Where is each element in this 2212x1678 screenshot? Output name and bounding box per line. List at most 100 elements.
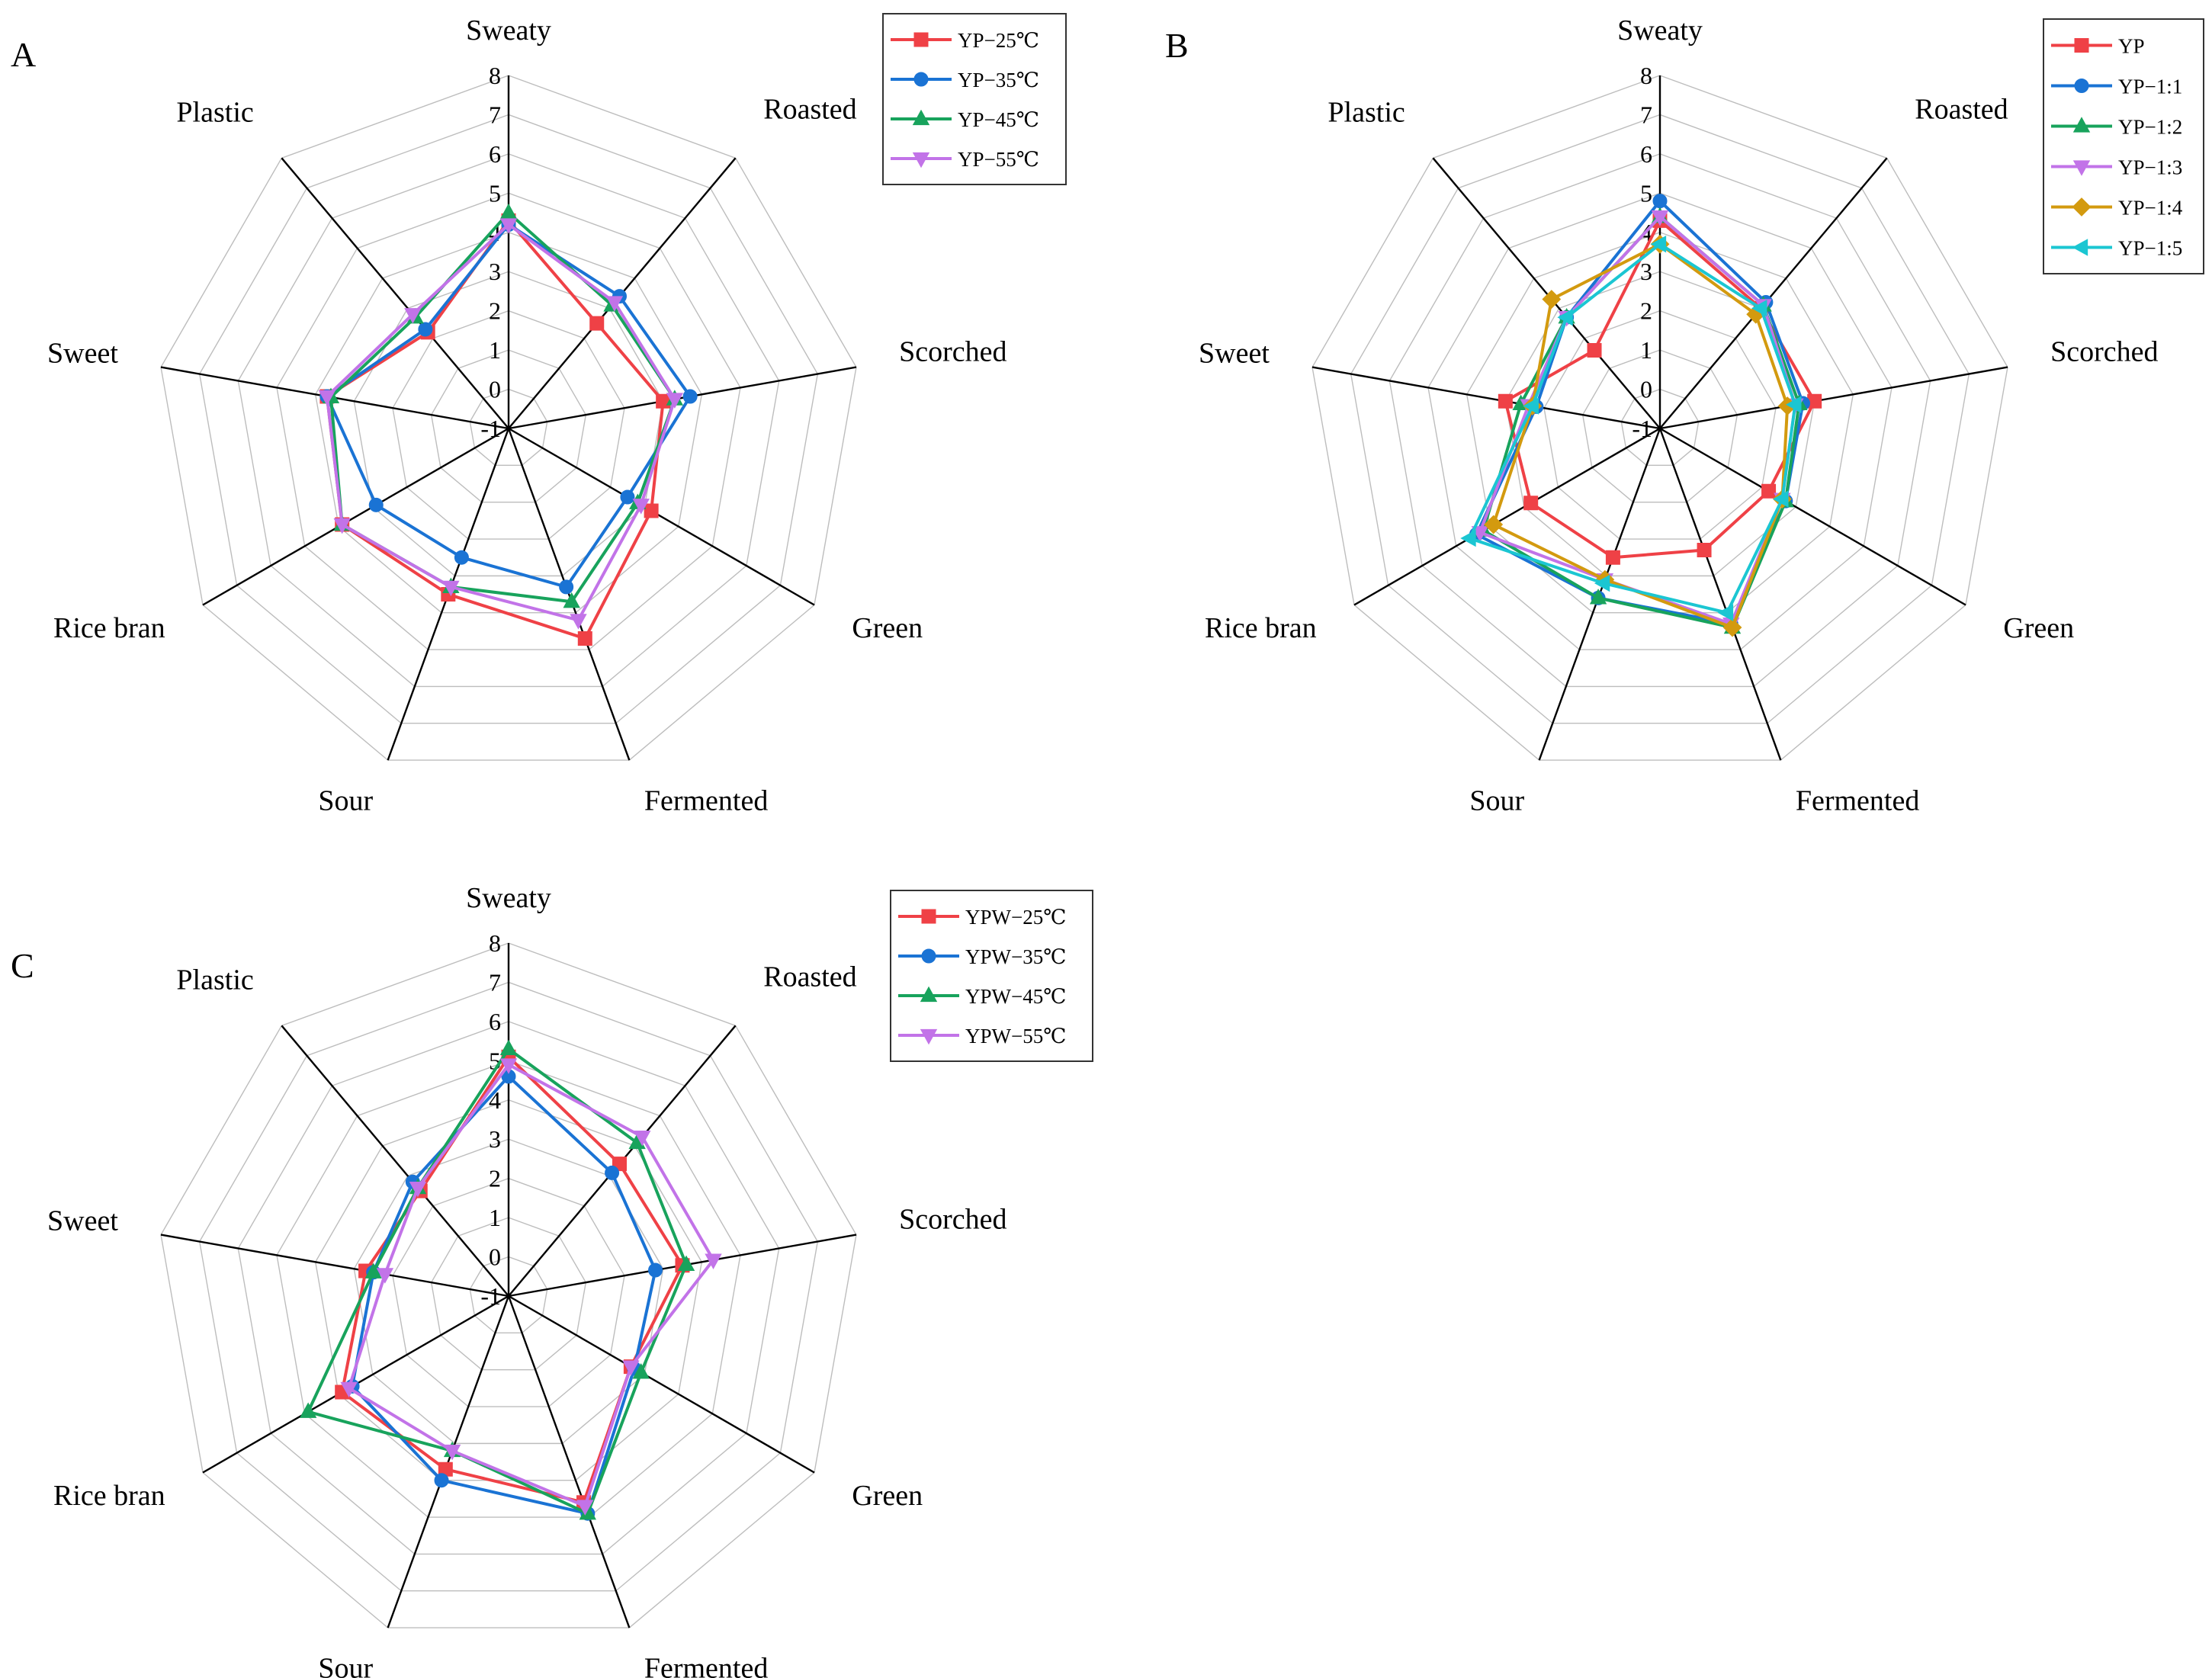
data-point-sweet xyxy=(318,390,336,406)
legend: YPW−25℃ YPW−35℃ YPW−45℃ YPW−55℃ xyxy=(890,890,1093,1062)
data-point-scorched xyxy=(656,393,671,409)
tick-label: 0 xyxy=(1640,376,1652,403)
axis-label-sweaty: Sweaty xyxy=(466,882,551,914)
data-point-sour xyxy=(443,1444,461,1461)
axis-spoke-roasted xyxy=(1659,157,1888,429)
tick-label: 5 xyxy=(1640,179,1652,207)
axis-label-sweet: Sweet xyxy=(47,338,118,370)
tick-label: 8 xyxy=(489,62,501,89)
axis-label-roasted: Roasted xyxy=(1915,94,2008,126)
grid-ring xyxy=(392,310,625,540)
tick-label: 6 xyxy=(489,1008,501,1035)
data-point-sour xyxy=(454,550,469,565)
data-point-sour xyxy=(438,1461,453,1477)
legend-entry: YPW−55℃ xyxy=(898,1025,1066,1048)
axis-label-sour: Sour xyxy=(318,1653,373,1678)
grid-ring xyxy=(276,192,741,650)
tick-label: 2 xyxy=(489,297,501,325)
data-point-green xyxy=(632,1363,650,1379)
legend-entry: YPW−35℃ xyxy=(898,945,1066,968)
axis-spoke-green xyxy=(1659,427,1966,606)
series-yp-55 xyxy=(318,218,684,630)
axis-spoke-fermented xyxy=(507,1295,631,1628)
legend-label: YP−55℃ xyxy=(958,148,1039,171)
legend-marker xyxy=(2072,160,2091,176)
legend-label: YP−1:1 xyxy=(2118,75,2182,98)
legend-marker xyxy=(2074,79,2089,93)
tick-label: 7 xyxy=(1640,101,1652,128)
legend-entry: YP−25℃ xyxy=(891,29,1039,52)
legend-box xyxy=(882,13,1067,185)
axis-label-scorched: Scorched xyxy=(2050,336,2158,368)
grid-ring xyxy=(353,271,664,577)
legend-entry: YP−45℃ xyxy=(891,108,1039,131)
data-point-green xyxy=(1761,483,1777,499)
axis-label-green: Green xyxy=(2003,612,2074,644)
panel-letter: B xyxy=(1165,26,1189,65)
data-point-green xyxy=(622,1360,640,1376)
series-yp-1-5 xyxy=(1460,236,1802,621)
axis-spoke-fermented xyxy=(507,428,631,761)
data-point-fermented xyxy=(563,592,580,608)
grid-ring xyxy=(198,114,819,724)
data-point-plastic xyxy=(404,308,422,324)
series-line xyxy=(329,211,676,604)
legend-marker xyxy=(2072,197,2092,217)
tick-label: 2 xyxy=(489,1165,501,1192)
series-line xyxy=(347,1063,715,1508)
axis-label-sour: Sour xyxy=(318,785,373,817)
grid-ring xyxy=(198,981,819,1592)
axis-label-green: Green xyxy=(852,612,923,644)
data-point-roasted xyxy=(1751,300,1767,317)
legend-entry: YP−1:4 xyxy=(2051,197,2183,220)
axis-spoke-scorched xyxy=(1659,366,2008,430)
axis-label-roasted: Roasted xyxy=(763,94,856,126)
data-point-green xyxy=(1773,490,1789,508)
data-point-plastic xyxy=(409,1181,427,1198)
grid-ring xyxy=(1311,75,2008,761)
data-point-plastic xyxy=(1587,343,1602,358)
axis-spoke-plastic xyxy=(1432,157,1661,429)
grid-ring xyxy=(276,1060,741,1518)
axis-label-roasted: Roasted xyxy=(763,961,856,993)
series-line xyxy=(1491,242,1790,630)
axis-spoke-green xyxy=(508,427,815,606)
series-line xyxy=(1475,199,1805,626)
tick-label: 3 xyxy=(489,258,501,285)
data-point-scorched xyxy=(705,1253,722,1269)
data-point-fermented xyxy=(577,631,592,646)
radar-axis-labels: Sweaty Roasted Scorched Green Fermented Sour R… xyxy=(47,14,1006,817)
legend: YP−25℃ YP−35℃ YP−45℃ YP−55℃ xyxy=(882,13,1067,185)
data-point-fermented xyxy=(1697,543,1712,558)
tick-label: -1 xyxy=(1632,415,1652,442)
series-line xyxy=(325,219,665,640)
radar-grid xyxy=(160,75,857,761)
tick-label: 1 xyxy=(1640,336,1652,364)
tick-label: 0 xyxy=(489,376,501,403)
grid-ring xyxy=(237,153,780,688)
legend-entry: YP−1:3 xyxy=(2051,156,2182,179)
grid-ring xyxy=(1620,388,1700,467)
radar-axis-labels: Sweaty Roasted Scorched Green Fermented Sour R… xyxy=(47,882,1006,1678)
series-line xyxy=(1504,219,1816,560)
data-point-sour xyxy=(442,580,460,597)
grid-ring xyxy=(1543,310,1777,540)
tick-label: 8 xyxy=(489,929,501,957)
legend-marker xyxy=(2074,38,2089,53)
series-line xyxy=(1482,215,1801,630)
data-point-plastic xyxy=(1557,308,1573,326)
tick-label: 1 xyxy=(489,336,501,364)
axis-spoke-rice-bran xyxy=(202,427,509,606)
axis-spoke-fermented xyxy=(1658,428,1782,761)
legend-label: YPW−45℃ xyxy=(965,985,1066,1008)
axis-label-scorched: Scorched xyxy=(899,1204,1006,1236)
axis-label-sweaty: Sweaty xyxy=(466,14,551,47)
tick-label: 6 xyxy=(489,140,501,168)
grid-ring xyxy=(1581,349,1738,503)
data-point-scorched xyxy=(666,393,684,409)
axis-label-plastic: Plastic xyxy=(176,964,253,996)
data-point-sweaty xyxy=(1652,194,1668,209)
data-point-roasted xyxy=(605,296,624,312)
